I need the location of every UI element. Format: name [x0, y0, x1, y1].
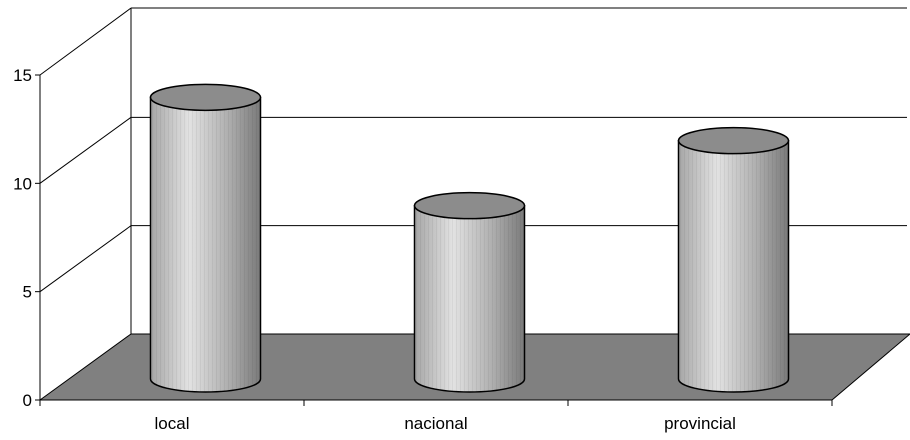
- x-axis: local nacional provincial: [39, 399, 833, 433]
- bar-provincial: [677, 126, 790, 393]
- x-tick-label: nacional: [404, 414, 467, 433]
- side-wall-top-edge: [39, 7, 132, 76]
- gridline-side: [39, 116, 132, 184]
- x-tick-label: local: [155, 414, 190, 433]
- y-tick-label: 15: [13, 66, 32, 85]
- bar-top: [413, 191, 526, 220]
- y-tick-label: 0: [23, 391, 32, 410]
- chart-frame: [39, 7, 907, 334]
- bar-series: [149, 83, 790, 393]
- bar-top: [677, 126, 790, 155]
- y-tick-label: 5: [23, 283, 32, 302]
- bar-texture: [414, 205, 525, 392]
- bar-top: [149, 83, 262, 112]
- gridline-side: [39, 225, 132, 293]
- bar-texture: [150, 97, 261, 392]
- y-axis: 0 5 10 15: [13, 66, 41, 410]
- bar-nacional: [413, 191, 526, 393]
- y-tick-label: 10: [13, 174, 32, 193]
- bar-local: [149, 83, 262, 393]
- bar-texture: [678, 140, 789, 392]
- x-tick-label: provincial: [664, 414, 736, 433]
